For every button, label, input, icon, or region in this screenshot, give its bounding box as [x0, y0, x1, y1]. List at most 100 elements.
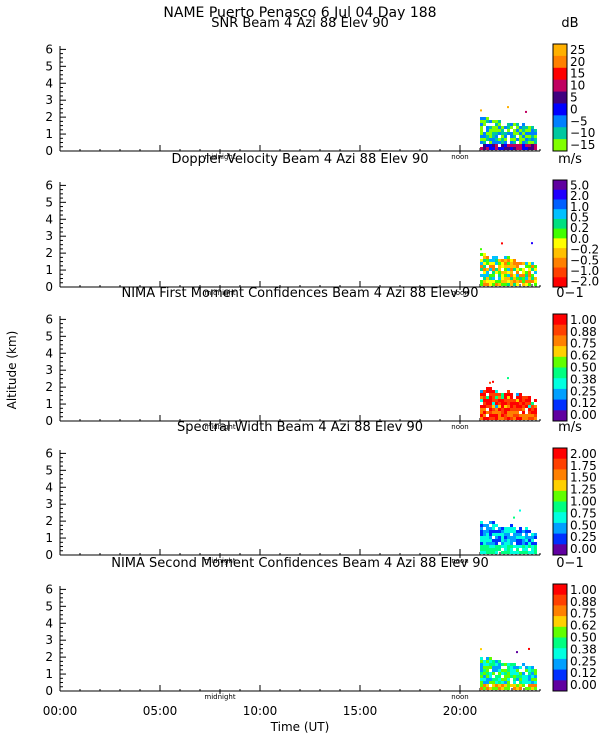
heatmap-cell: [495, 417, 498, 420]
heatmap-cell: [507, 132, 510, 135]
heatmap-cell: [480, 283, 483, 286]
heatmap-cell: [489, 417, 492, 420]
heatmap-cell: [525, 533, 528, 536]
colorbar-swatch: [553, 594, 567, 606]
heatmap-cell: [480, 536, 483, 539]
x-tick-label: 20:00: [443, 704, 478, 718]
heatmap-cell: [534, 283, 537, 286]
heatmap-cell: [519, 147, 522, 150]
heatmap-cell: [495, 135, 498, 138]
heatmap-cell: [516, 126, 519, 129]
panel-3: NIMA First Moment Confidences Beam 4 Azi…: [45, 286, 596, 431]
heatmap-cell: [522, 684, 525, 687]
heatmap-cell: [504, 144, 507, 147]
heatmap-cell: [510, 551, 513, 554]
heatmap-cell: [504, 527, 507, 530]
y-tick-label: 6: [45, 582, 53, 596]
heatmap-cell: [531, 678, 534, 681]
heatmap-cell: [498, 414, 501, 417]
heatmap-cell: [507, 268, 510, 271]
heatmap-cell: [510, 527, 513, 530]
colorbar-swatch: [553, 544, 567, 556]
heatmap-cell: [507, 402, 510, 405]
heatmap-cell: [525, 405, 528, 408]
heatmap-cell: [483, 283, 486, 286]
colorbar-label: 0.00: [570, 678, 597, 692]
heatmap-cell: [510, 684, 513, 687]
heatmap-cell: [528, 681, 531, 684]
heatmap-cell: [495, 132, 498, 135]
heatmap-cell: [510, 414, 513, 417]
colorbar-swatch: [553, 584, 567, 596]
y-tick-label: 3: [45, 497, 53, 511]
heatmap-cell: [504, 533, 507, 536]
heatmap-cell: [501, 542, 504, 545]
heatmap-cell: [501, 274, 504, 277]
heatmap-cell: [489, 545, 492, 548]
heatmap-cell: [480, 411, 483, 414]
heatmap-cell: [519, 268, 522, 271]
heatmap-cell: [492, 399, 495, 402]
heatmap-cell: [486, 399, 489, 402]
heatmap-cell: [483, 548, 486, 551]
colorbar-label: −0.5: [570, 253, 599, 267]
heatmap-cell: [486, 256, 489, 259]
x-tick-label: 05:00: [143, 704, 178, 718]
colorbar-label: 0.75: [570, 607, 597, 621]
heatmap-cell: [513, 147, 516, 150]
heatmap-cell: [486, 663, 489, 666]
heatmap-cell: [513, 135, 516, 138]
heatmap-cell: [486, 533, 489, 536]
heatmap-cell: [516, 666, 519, 669]
heatmap-cell: [531, 144, 534, 147]
heatmap-cell: [492, 271, 495, 274]
heatmap-cell: [522, 280, 525, 283]
heatmap-cell: [489, 687, 492, 690]
marker-label-midnight: midnight: [204, 423, 235, 431]
heatmap-cell: [519, 417, 522, 420]
heatmap-cell: [501, 396, 504, 399]
heatmap-cell: [486, 262, 489, 265]
colorbar-swatch: [553, 228, 567, 239]
heatmap-cell: [492, 687, 495, 690]
heatmap-cell: [501, 539, 504, 542]
y-tick-label: 4: [45, 480, 53, 494]
heatmap-cell: [510, 666, 513, 669]
heatmap-cell: [531, 533, 534, 536]
heatmap-cell: [528, 144, 531, 147]
colorbar-swatch: [553, 335, 567, 347]
heatmap-cell: [489, 675, 492, 678]
heatmap-cell: [510, 402, 513, 405]
heatmap-cell: [489, 399, 492, 402]
heatmap-cell: [489, 126, 492, 129]
heatmap-cell: [492, 390, 495, 393]
heatmap-cell: [534, 542, 537, 545]
heatmap-cell: [498, 123, 501, 126]
heatmap-cell: [504, 126, 507, 129]
heatmap-cell: [525, 132, 528, 135]
heatmap-cell: [501, 141, 504, 144]
colorbar-swatch: [553, 605, 567, 617]
heatmap-cell: [516, 672, 519, 675]
heatmap-cell: [489, 274, 492, 277]
heatmap-cell: [492, 120, 495, 123]
heatmap-cell: [522, 123, 525, 126]
heatmap-cell: [525, 399, 528, 402]
heatmap-cell: [480, 253, 483, 256]
x-tick-label: 00:00: [43, 704, 78, 718]
heatmap-cell: [504, 551, 507, 554]
heatmap-cell: [483, 672, 486, 675]
heatmap-cell: [501, 681, 504, 684]
heatmap-cell: [519, 678, 522, 681]
heatmap-cell: [519, 274, 522, 277]
heatmap-cell: [531, 675, 534, 678]
heatmap-cell: [492, 147, 495, 150]
heatmap-cell: [492, 405, 495, 408]
heatmap-cell: [480, 551, 483, 554]
colorbar-swatch: [553, 248, 567, 259]
heatmap-cell: [483, 256, 486, 259]
heatmap-cell: [504, 675, 507, 678]
heatmap-cell: [480, 393, 483, 396]
heatmap-cell: [531, 141, 534, 144]
heatmap-cell: [501, 414, 504, 417]
